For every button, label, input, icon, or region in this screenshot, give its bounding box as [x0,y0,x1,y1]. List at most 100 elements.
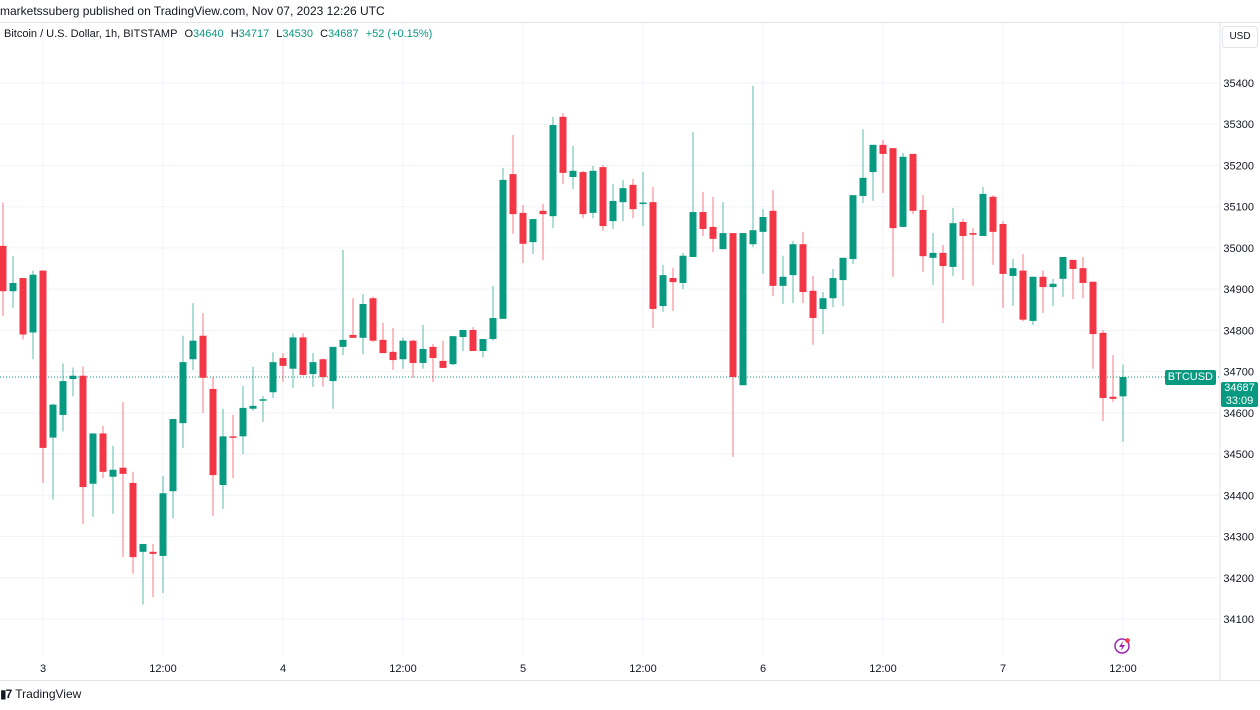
candle-body [1089,281,1097,335]
candle-body [189,340,197,360]
candle-body [829,278,837,299]
candle-body [869,144,877,173]
candle-down [149,543,157,598]
candle-down [559,113,567,185]
candle-up [289,333,297,389]
candle-up [109,445,117,514]
open-label: O [184,28,194,40]
price-tick-label: 34100 [1223,614,1254,626]
candle-body [29,274,37,333]
candle-up [749,85,757,248]
candle-up [569,146,577,189]
candle-up [69,367,77,397]
price-tick-label: 34800 [1223,325,1254,337]
candle-up [1009,259,1017,307]
candle-body [789,244,797,276]
candle-body [89,433,97,484]
time-axis[interactable]: 3 12:00 4 12:00 5 12:00 6 12:00 7 12:00 [40,663,1137,675]
candle-down [469,327,477,352]
candle-down [409,339,417,378]
tradingview-logo[interactable]: ▮7 TradingView [0,687,81,701]
candle-body [1009,268,1017,276]
candle-body [399,340,407,360]
candle-body [499,179,507,319]
candle-down [649,186,657,328]
candle-up [689,132,697,257]
candle-body [699,212,707,229]
candle-body [579,172,587,215]
candle-up [449,336,457,366]
candle-down [389,327,397,370]
candle-body [69,375,77,380]
candle-up [609,184,617,229]
time-tick-label: 12:00 [629,663,657,675]
candle-body [1059,256,1067,279]
price-tick-label: 35200 [1223,160,1254,172]
close-label: C [320,28,329,40]
candle-up [859,129,867,203]
candle-down [19,278,27,340]
candle-body [619,188,627,203]
candle-body [119,467,127,474]
candle-up [759,209,767,274]
candle-down [199,313,207,413]
last-price-value: 34687 [1224,382,1255,394]
candle-down [539,203,547,261]
candle-up [49,403,57,500]
candle-up [169,419,177,518]
candle-up [29,270,37,360]
lightning-icon[interactable] [1113,637,1131,655]
candle-down [629,179,637,219]
price-tick-label: 35400 [1223,78,1254,90]
open-value: 34640 [193,28,224,40]
symbol-title[interactable]: Bitcoin / U.S. Dollar, 1h, BITSTAMP [4,28,178,40]
candle-body [1039,276,1047,288]
candle-body [659,275,667,307]
candle-up [329,346,337,409]
candle-up [9,256,17,308]
symbol-price-tag: BTCUSD [1164,370,1216,385]
time-tick-label: 12:00 [149,663,177,675]
candle-body [769,210,777,286]
candle-body [269,362,277,393]
candle-up [849,195,857,265]
candle-down [429,343,437,382]
price-axis[interactable]: 35400 35300 35200 35100 35000 34900 34800 34700… [1223,78,1254,626]
candle-body [539,210,547,215]
candle-up [739,233,747,386]
candle-body [389,351,397,361]
time-tick-label: 5 [520,663,526,675]
candle-body [129,482,137,558]
candle-down [1109,355,1117,403]
candle-body [1099,332,1107,399]
candle-body [799,244,807,293]
candle-body [379,339,387,354]
price-tick-label: 34900 [1223,284,1254,296]
currency-button[interactable]: USD [1222,26,1258,48]
candle-up [839,257,847,307]
candle-body [179,362,187,424]
candle-body [1109,396,1117,399]
candle-down [879,139,887,194]
candle-down [599,165,607,232]
candle-down [999,221,1007,308]
candle-down [229,414,237,478]
brand-name: TradingView [15,687,82,701]
candle-up [419,325,427,369]
candlestick-chart[interactable]: 35400 35300 35200 35100 35000 34900 34800 34700… [0,0,1260,680]
candle-body [749,230,757,245]
candle-body [159,493,167,556]
candle-up [269,352,277,399]
candle-down [279,353,287,382]
time-tick-label: 12:00 [869,663,897,675]
time-tick-label: 4 [280,663,286,675]
candle-body [369,298,377,341]
candles [0,85,1127,605]
candle-down [1069,259,1077,300]
divider [0,22,1260,23]
bar-countdown: 33:09 [1225,394,1254,407]
candle-body [419,348,427,363]
candle-up [1059,256,1067,297]
candle-body [109,469,117,477]
candle-down [709,196,717,253]
